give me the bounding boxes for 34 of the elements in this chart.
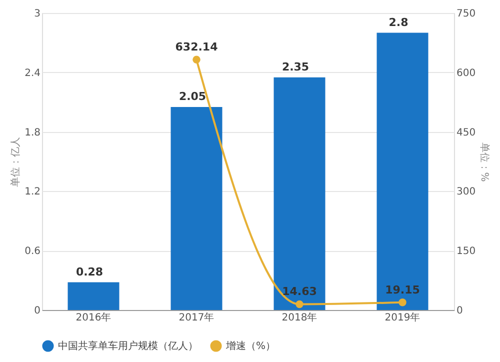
y2-tick-label: 0 (456, 306, 463, 316)
legend-label: 增速（%） (225, 340, 276, 352)
y2-axis-title: 单位：% (478, 142, 491, 182)
bar (170, 107, 222, 310)
y2-tick-label: 600 (456, 68, 476, 79)
x-tick-label: 2019年 (384, 312, 420, 324)
y2-tick-label: 750 (456, 8, 476, 20)
bar (376, 32, 428, 310)
point (192, 56, 200, 64)
data-label: 19.15 (385, 283, 420, 296)
y2-tick-label: 450 (456, 127, 476, 138)
data-label: 632.14 (175, 40, 218, 54)
data-label: 0.28 (76, 265, 104, 278)
y-tick-label: 3 (34, 8, 40, 20)
x-tick-label: 2017年 (178, 312, 214, 324)
point (398, 298, 406, 306)
x-tick-label: 2016年 (76, 312, 112, 324)
data-label: 2.35 (282, 60, 310, 74)
bar (274, 77, 326, 310)
y-axis-title: 单位：亿人 (10, 137, 22, 187)
bar (68, 282, 120, 310)
y-tick-label: 1.2 (24, 186, 40, 198)
y2-tick-label: 150 (456, 246, 476, 258)
data-label: 2.05 (178, 90, 206, 104)
x-tick-label: 2018年 (282, 312, 318, 324)
point (296, 300, 304, 308)
legend-label: 中国共享单车用户规模（亿人） (58, 340, 198, 352)
y2-tick-label: 300 (456, 186, 476, 198)
data-label: 14.63 (282, 285, 317, 298)
y-tick-label: 1.8 (24, 127, 40, 138)
data-label: 2.8 (388, 16, 408, 29)
y-tick-label: 0.6 (24, 246, 40, 258)
y-tick-label: 2.4 (24, 68, 40, 79)
y-tick-label: 0 (34, 306, 40, 316)
